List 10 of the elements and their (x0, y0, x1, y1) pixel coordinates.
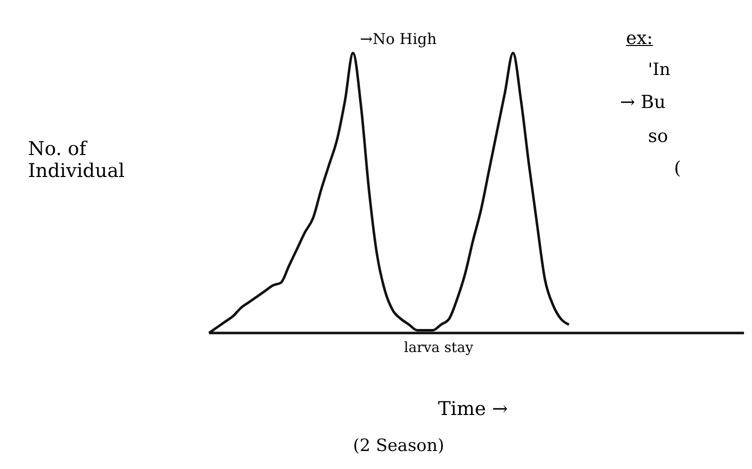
text: ( (674, 158, 682, 179)
y-axis-title: No. of Individual (28, 138, 126, 182)
text: 'In (648, 60, 670, 80)
text: ex: (626, 28, 653, 49)
text: larva stay (404, 340, 474, 356)
text: (2 Season) (353, 436, 444, 456)
x-axis-title: Time → (438, 398, 508, 420)
text: →No High (360, 30, 437, 48)
text: → Bu (620, 92, 666, 113)
text: so (648, 126, 668, 147)
